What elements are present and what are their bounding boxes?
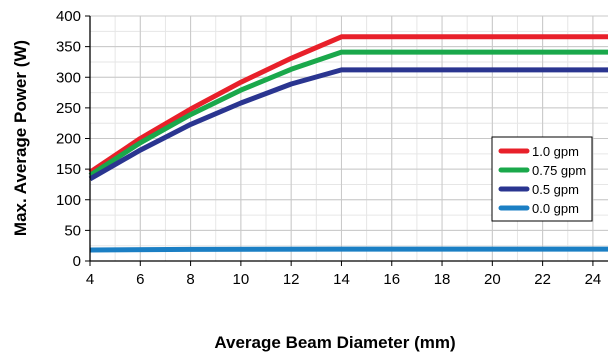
series-line-0-0-gpm xyxy=(89,246,608,253)
x-tick-label: 12 xyxy=(283,271,300,288)
y-tick-label: 50 xyxy=(64,222,81,239)
legend-label-0-0-gpm: 0.0 gpm xyxy=(532,201,579,216)
axes xyxy=(85,15,608,266)
y-tick-label: 150 xyxy=(56,161,81,178)
series-line-0-75-gpm xyxy=(88,49,608,178)
tick-labels: 0 50 100 150 200 250 300 350 400 4 6 8 10 12 14 16 18 20 2… xyxy=(56,8,601,288)
x-tick-label: 4 xyxy=(86,271,94,288)
x-tick-label: 16 xyxy=(383,271,400,288)
y-tick-label: 250 xyxy=(56,100,81,117)
x-tick-label: 10 xyxy=(233,271,250,288)
x-tick-label: 22 xyxy=(534,271,551,288)
x-tick-label: 24 xyxy=(585,271,602,288)
x-tick-label: 14 xyxy=(333,271,350,288)
x-axis-title: Average Beam Diameter (mm) xyxy=(214,333,455,352)
x-tick-label: 8 xyxy=(186,271,194,288)
y-tick-label: 200 xyxy=(56,131,81,148)
y-tick-label: 300 xyxy=(56,69,81,86)
legend: 1.0 gpm 0.75 gpm 0.5 gpm 0.0 gpm xyxy=(491,136,593,222)
x-tick-label: 20 xyxy=(484,271,501,288)
y-tick-label: 0 xyxy=(73,253,81,270)
series-lines xyxy=(88,34,608,253)
x-tick-label: 6 xyxy=(136,271,144,288)
legend-label-1-0-gpm: 1.0 gpm xyxy=(532,144,579,159)
legend-label-0-5-gpm: 0.5 gpm xyxy=(532,182,579,197)
y-tick-label: 400 xyxy=(56,8,81,25)
y-tick-label: 100 xyxy=(56,192,81,209)
series-line-0-5-gpm xyxy=(88,67,608,182)
y-axis-title: Max. Average Power (W) xyxy=(11,40,30,236)
x-tick-label: 18 xyxy=(434,271,451,288)
legend-label-0-75-gpm: 0.75 gpm xyxy=(532,163,586,178)
y-tick-label: 350 xyxy=(56,39,81,56)
series-line-1-0-gpm xyxy=(88,34,608,175)
